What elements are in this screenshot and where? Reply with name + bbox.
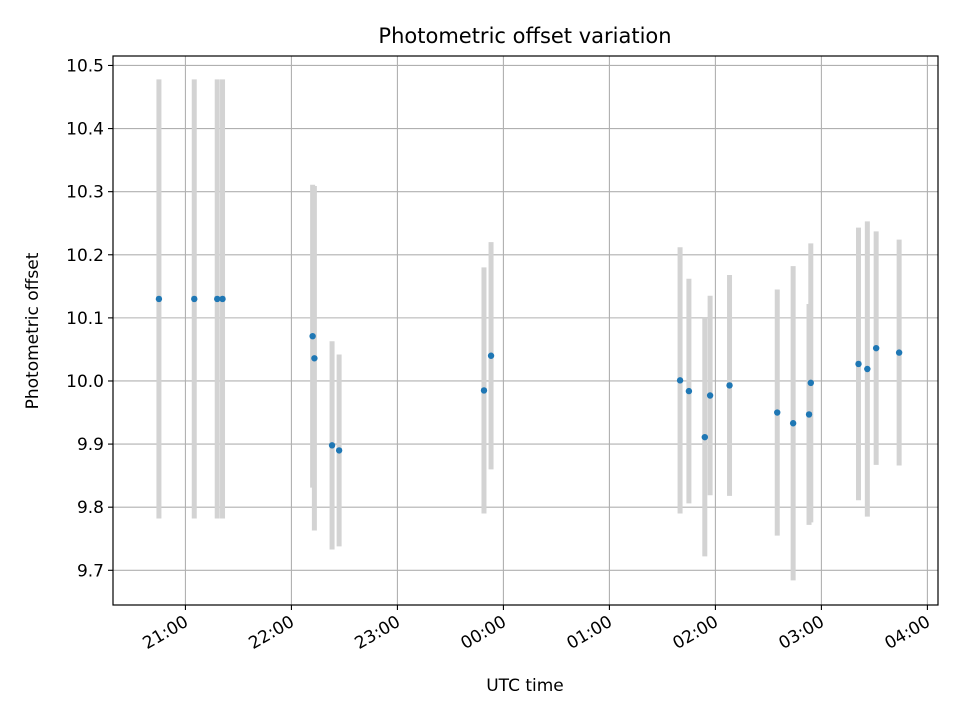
data-point (895, 349, 903, 356)
data-point (872, 344, 880, 352)
data-point (676, 377, 684, 384)
data-point (328, 442, 336, 449)
data-point (480, 387, 488, 394)
data-point (685, 387, 693, 395)
data-points (155, 295, 903, 454)
y-tick-label: 9.9 (77, 435, 104, 455)
y-tick-label: 10.5 (66, 56, 104, 76)
data-point (214, 295, 221, 303)
data-point (155, 295, 163, 303)
data-point (706, 392, 714, 399)
data-point (487, 352, 495, 359)
data-point (864, 365, 871, 373)
data-point (774, 409, 781, 416)
y-tick-label: 10.3 (66, 183, 104, 203)
y-tick-label: 9.8 (77, 498, 104, 518)
y-tick-label: 10.0 (66, 372, 104, 392)
data-point (309, 332, 316, 340)
data-point (701, 433, 709, 441)
data-point (855, 360, 862, 368)
data-point (726, 382, 733, 389)
chart-title: Photometric offset variation (378, 24, 671, 48)
plot-area-frame (112, 55, 939, 606)
y-tick-label: 10.1 (66, 309, 104, 329)
y-tick-label: 10.2 (66, 246, 104, 266)
data-point (789, 420, 797, 427)
y-tick-label: 10.4 (66, 120, 104, 140)
x-axis-title: UTC time (486, 676, 564, 696)
data-point (807, 379, 815, 387)
data-point (191, 295, 198, 303)
y-axis: 9.7 9.8 9.9 10.0 10.1 10.2 10.3 10.4 10.5 (66, 56, 113, 581)
data-point (805, 411, 813, 418)
y-tick-label: 9.7 (77, 561, 104, 581)
y-axis-title: Photometric offset (23, 252, 43, 409)
data-point (335, 447, 343, 454)
data-point (219, 295, 226, 303)
grid (113, 56, 938, 605)
data-point (311, 355, 318, 362)
